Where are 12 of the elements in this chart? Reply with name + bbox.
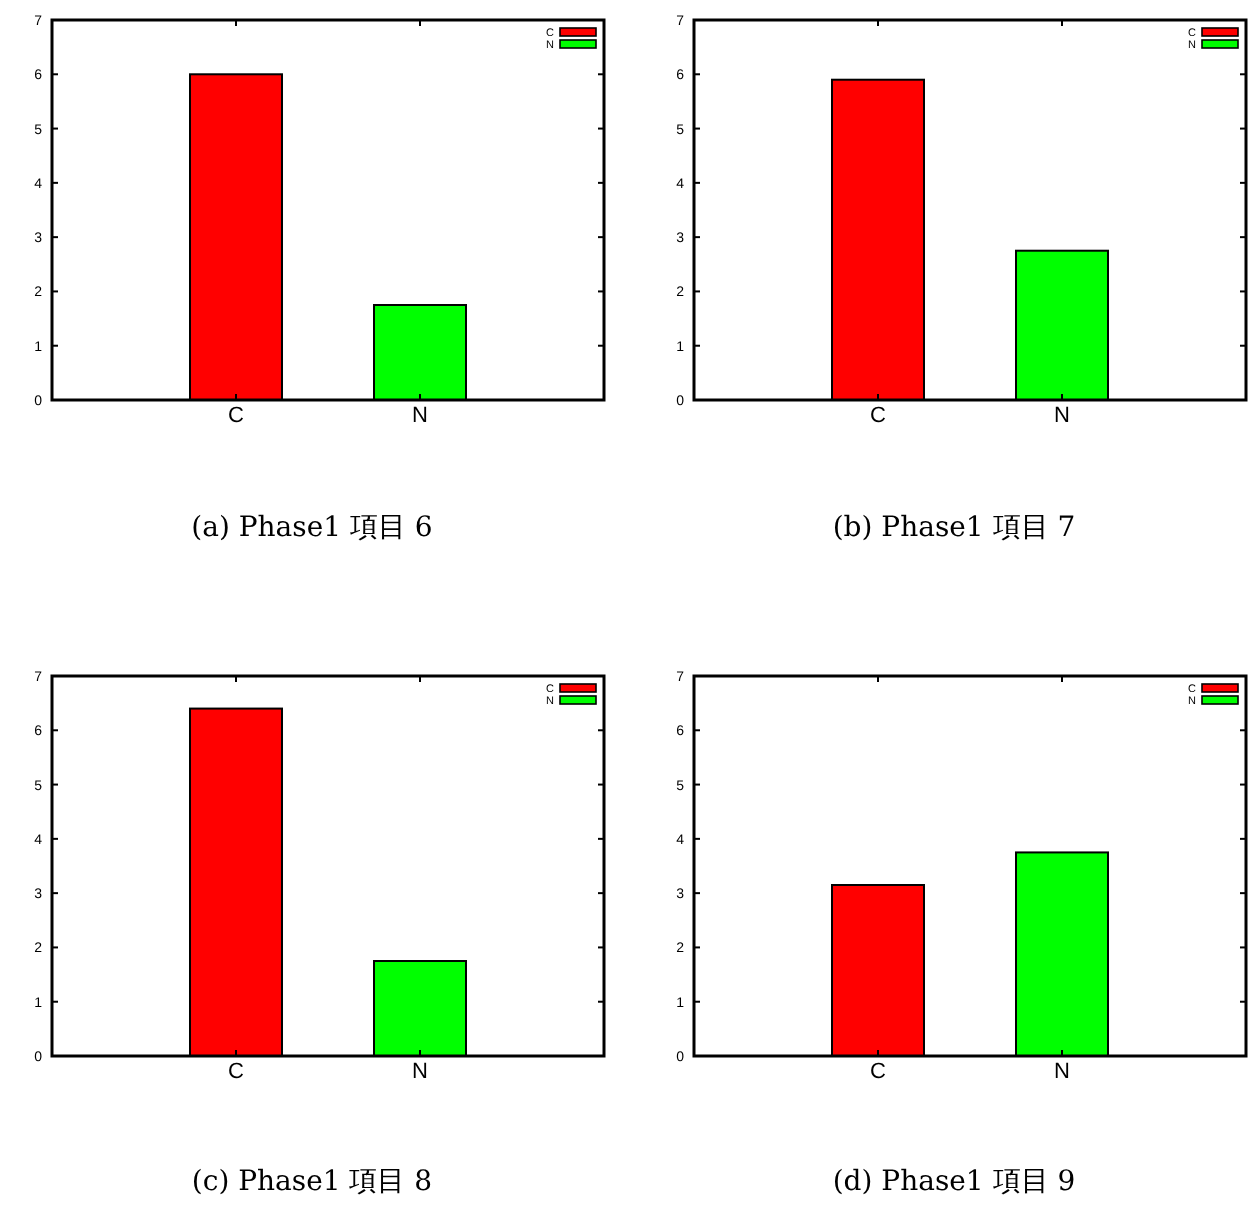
x-tick-label: N [412,404,429,428]
x-tick-label: N [1054,1060,1071,1084]
text: (b) Phase1 項目 7 [832,512,1076,544]
x-tick-label: C [870,1060,887,1084]
text: (a) Phase1 項目 6 [191,512,433,544]
x-tick-label: C [870,404,887,428]
x-tick-label: N [412,1060,429,1084]
x-tick-label: C [228,404,245,428]
x-tick-label: C [228,1060,245,1084]
text: (c) Phase1 項目 8 [191,1166,433,1198]
x-tick-label: N [1054,404,1071,428]
text: (d) Phase1 項目 9 [832,1166,1076,1198]
